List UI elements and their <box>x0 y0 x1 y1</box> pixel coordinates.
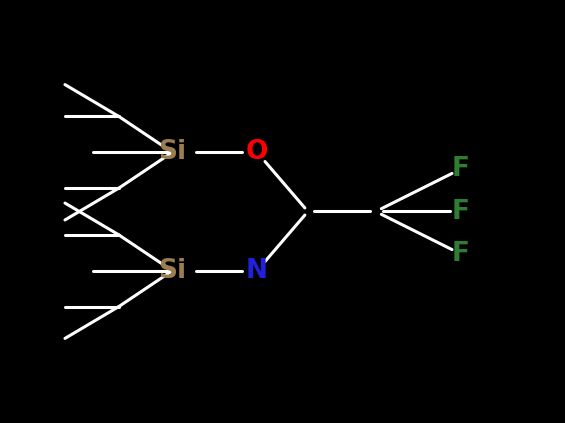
Text: Si: Si <box>158 258 186 284</box>
Text: N: N <box>246 258 268 284</box>
Text: O: O <box>246 139 268 165</box>
Text: F: F <box>451 241 470 267</box>
Text: F: F <box>451 156 470 182</box>
Text: Si: Si <box>158 139 186 165</box>
Text: F: F <box>451 198 470 225</box>
